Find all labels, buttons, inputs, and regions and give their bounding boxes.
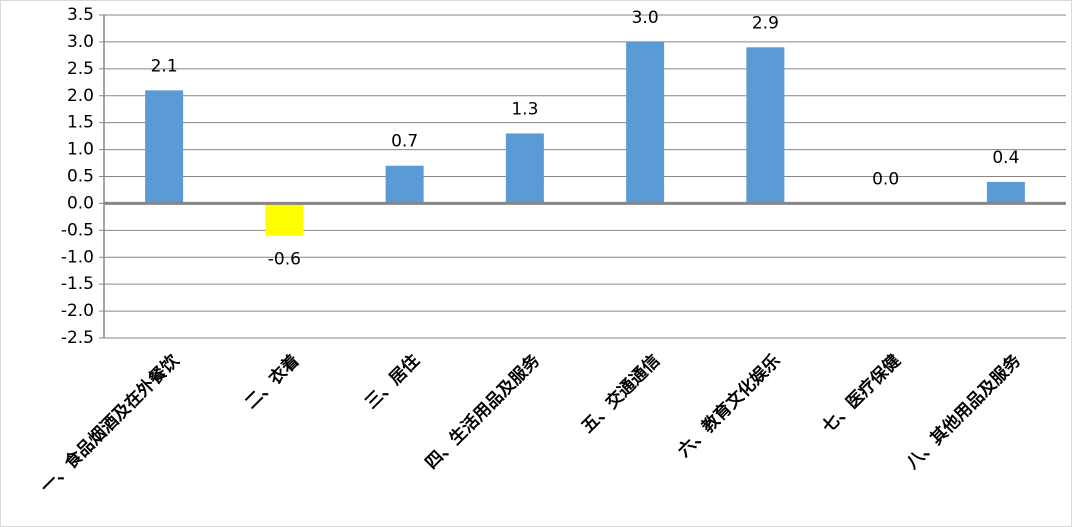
y-tick-label: 2.5 (67, 59, 94, 79)
y-tick-label: 0.5 (67, 167, 94, 187)
y-tick-label: 0.0 (67, 193, 94, 213)
bar (505, 133, 544, 204)
bar (626, 41, 665, 204)
y-tick-label: 3.0 (67, 32, 94, 52)
y-tick-label: 1.0 (67, 140, 94, 160)
value-label: 2.1 (151, 56, 178, 76)
bar (145, 90, 184, 204)
y-tick-label: 1.5 (67, 113, 94, 133)
value-label: 0.7 (391, 132, 418, 152)
value-label: 3.0 (632, 8, 659, 28)
y-tick-label: -1.5 (61, 274, 94, 294)
value-label: 0.4 (992, 148, 1019, 168)
value-label: -0.6 (268, 250, 301, 270)
bar (265, 203, 304, 236)
y-tick-label: 3.5 (67, 5, 94, 25)
y-tick-label: 2.0 (67, 86, 94, 106)
y-tick-label: -0.5 (61, 220, 94, 240)
bar (385, 165, 424, 204)
y-tick-label: -2.0 (61, 301, 94, 321)
y-tick-label: -2.5 (61, 328, 94, 348)
value-label: 0.0 (872, 169, 899, 189)
y-tick-label: -1.0 (61, 247, 94, 267)
value-label: 2.9 (752, 13, 779, 33)
bar (746, 47, 785, 204)
bar (986, 181, 1025, 204)
value-label: 1.3 (511, 99, 538, 119)
